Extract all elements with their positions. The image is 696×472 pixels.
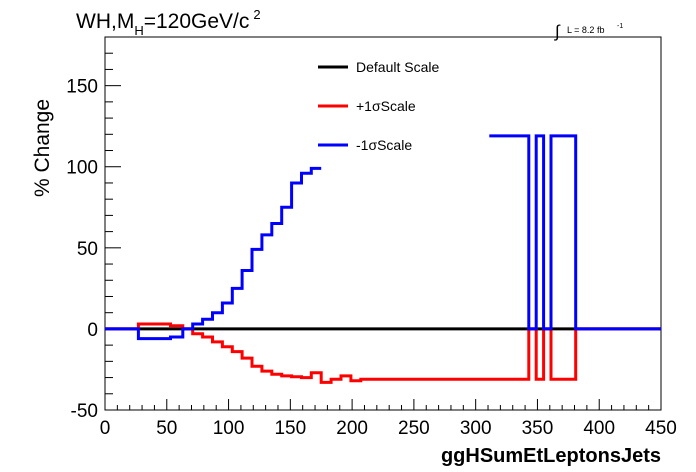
lumi-integral: ∫	[554, 22, 561, 41]
title-subscript: H	[134, 23, 143, 38]
legend-item: -1σScale	[318, 137, 412, 153]
title-rest: =120GeV/c	[144, 10, 250, 33]
title-main: WH,M	[76, 10, 134, 33]
y-tick-label: 100	[66, 158, 98, 179]
legend-label: -1σScale	[356, 137, 412, 153]
x-tick-label: 400	[583, 418, 615, 439]
x-tick-label: 450	[645, 418, 677, 439]
plot-frame	[104, 36, 662, 411]
legend-item: +1σScale	[318, 98, 416, 114]
lumi-label: L = 8.2 fb	[567, 25, 604, 35]
series-line	[105, 134, 661, 341]
x-tick-label: 150	[274, 418, 306, 439]
x-tick-label: 350	[522, 418, 554, 439]
series-2	[105, 134, 661, 341]
x-tick-label: 300	[460, 418, 492, 439]
legend-item: Default Scale	[318, 59, 439, 75]
y-tick-label: -50	[71, 401, 98, 422]
chart-title: WH,MH=120GeV/c 2	[76, 7, 261, 38]
x-tick-label: 50	[156, 418, 177, 439]
legend: Default Scale +1σScale -1σScale	[318, 59, 439, 153]
series-1	[105, 322, 661, 384]
legend-label: Default Scale	[356, 59, 439, 75]
y-axis-title: % Change	[31, 99, 54, 197]
lumi-superscript: -1	[617, 23, 623, 30]
x-tick-label: 250	[398, 418, 430, 439]
y-tick-label: 0	[87, 320, 98, 341]
x-axis-title: ggHSumEtLeptonsJets	[441, 445, 661, 467]
series-line	[105, 322, 661, 384]
x-tick-label: 0	[100, 418, 111, 439]
legend-label: +1σScale	[356, 98, 416, 114]
x-tick-label: 200	[336, 418, 368, 439]
series-layer	[105, 134, 661, 384]
title-superscript: 2	[253, 7, 260, 22]
x-tick-label: 100	[213, 418, 245, 439]
y-tick-label: 150	[66, 77, 98, 98]
y-tick-label: 50	[77, 239, 98, 260]
